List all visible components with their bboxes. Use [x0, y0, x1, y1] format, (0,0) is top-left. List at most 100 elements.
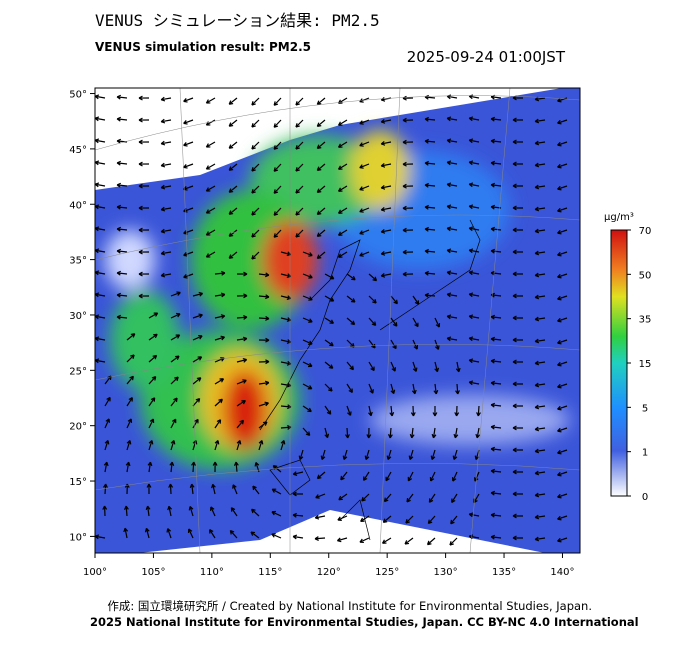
wind-arrow [316, 141, 326, 149]
wind-arrow [468, 116, 480, 122]
wind-arrow [337, 119, 348, 126]
wind-arrow [476, 405, 481, 417]
wind-arrow [490, 314, 502, 320]
wind-arrow [160, 272, 172, 278]
wind-arrow [251, 119, 260, 128]
wind-arrow [316, 251, 326, 259]
wind-arrow [410, 405, 416, 417]
wind-arrow [380, 272, 392, 278]
wind-arrow [126, 333, 136, 341]
wind-arrow [380, 162, 392, 168]
wind-arrow [557, 317, 568, 323]
wind-arrow [169, 461, 175, 473]
wind-arrow [205, 207, 216, 214]
wind-arrow [534, 162, 546, 168]
wind-arrow [452, 449, 458, 460]
wind-arrow [251, 508, 260, 517]
wind-arrow [368, 383, 374, 394]
wind-arrow [116, 204, 128, 210]
wind-arrow [382, 515, 392, 523]
wind-arrow [534, 492, 546, 498]
wind-arrow [192, 418, 199, 429]
wind-arrow [251, 185, 260, 194]
wind-arrow [557, 339, 568, 345]
y-tick-label: 15° [69, 477, 87, 488]
map-frame [94, 87, 581, 554]
wind-arrow [316, 471, 326, 480]
wind-arrow [490, 468, 502, 474]
wind-arrow [148, 354, 158, 363]
wind-arrow [292, 512, 304, 518]
wind-arrow [271, 510, 282, 517]
wind-arrow [366, 427, 372, 439]
wind-arrow [383, 493, 392, 503]
wind-arrow [214, 292, 226, 298]
wind-arrow [338, 493, 348, 501]
wind-arrow [450, 515, 458, 525]
wind-arrow [192, 334, 203, 341]
wind-arrow [160, 228, 172, 234]
wind-arrow [148, 418, 155, 429]
wind-arrow [534, 536, 546, 542]
wind-arrow [302, 383, 313, 390]
wind-arrow [534, 338, 546, 344]
wind-arrow [302, 427, 311, 436]
wind-arrow [95, 182, 106, 188]
wind-arrow [490, 358, 502, 364]
wind-arrow [170, 397, 178, 407]
colorbar-tick-label: 50 [639, 270, 652, 281]
wind-arrow [490, 160, 502, 166]
y-tick-label: 35° [69, 256, 87, 267]
y-tick-label: 25° [69, 366, 87, 377]
wind-arrow [446, 204, 458, 210]
wind-arrow [95, 270, 106, 276]
wind-arrow [380, 250, 392, 256]
wind-arrow [170, 418, 177, 429]
wind-arrow [95, 204, 106, 210]
title-jp: VENUS シミュレーション結果: PM2.5 [95, 11, 380, 30]
wind-arrow [302, 361, 313, 368]
wind-arrow [258, 359, 270, 365]
wind-arrow [402, 227, 414, 233]
graticule [95, 88, 580, 553]
wind-arrow [434, 361, 440, 373]
wind-arrow [337, 207, 348, 214]
wind-arrow [490, 402, 502, 408]
wind-arrow [205, 185, 216, 192]
wind-arrow [490, 336, 502, 342]
wind-arrow [292, 534, 304, 540]
wind-arrow [273, 229, 282, 238]
wind-arrow [280, 424, 292, 430]
wind-arrow [116, 226, 128, 232]
wind-arrow [449, 537, 458, 546]
wind-arrow [138, 183, 150, 189]
wind-arrow [402, 205, 414, 211]
wind-arrow [148, 376, 157, 385]
wind-arrow [404, 537, 414, 545]
wind-arrow [228, 119, 238, 127]
wind-arrow [116, 314, 128, 320]
wind-arrow [258, 316, 270, 321]
wind-arrow [298, 449, 304, 460]
wind-arrow [187, 528, 194, 539]
y-tick-label: 45° [69, 145, 87, 156]
x-tick-label: 130° [434, 567, 458, 578]
wind-arrow [183, 141, 194, 147]
wind-arrow [534, 250, 546, 256]
wind-arrow [402, 183, 414, 189]
wind-arrow [412, 317, 419, 328]
colorbar [610, 229, 628, 497]
wind-arrow [446, 336, 458, 342]
wind-arrow [125, 461, 131, 473]
wind-arrow [405, 515, 414, 524]
wind-arrow [251, 163, 260, 172]
wind-arrow [316, 207, 326, 215]
wind-arrow [116, 182, 128, 188]
wind-arrow [236, 399, 246, 407]
wind-arrow [346, 383, 353, 394]
wind-arrow [534, 360, 546, 366]
wind-arrow [324, 339, 334, 347]
wind-arrow [446, 270, 458, 276]
